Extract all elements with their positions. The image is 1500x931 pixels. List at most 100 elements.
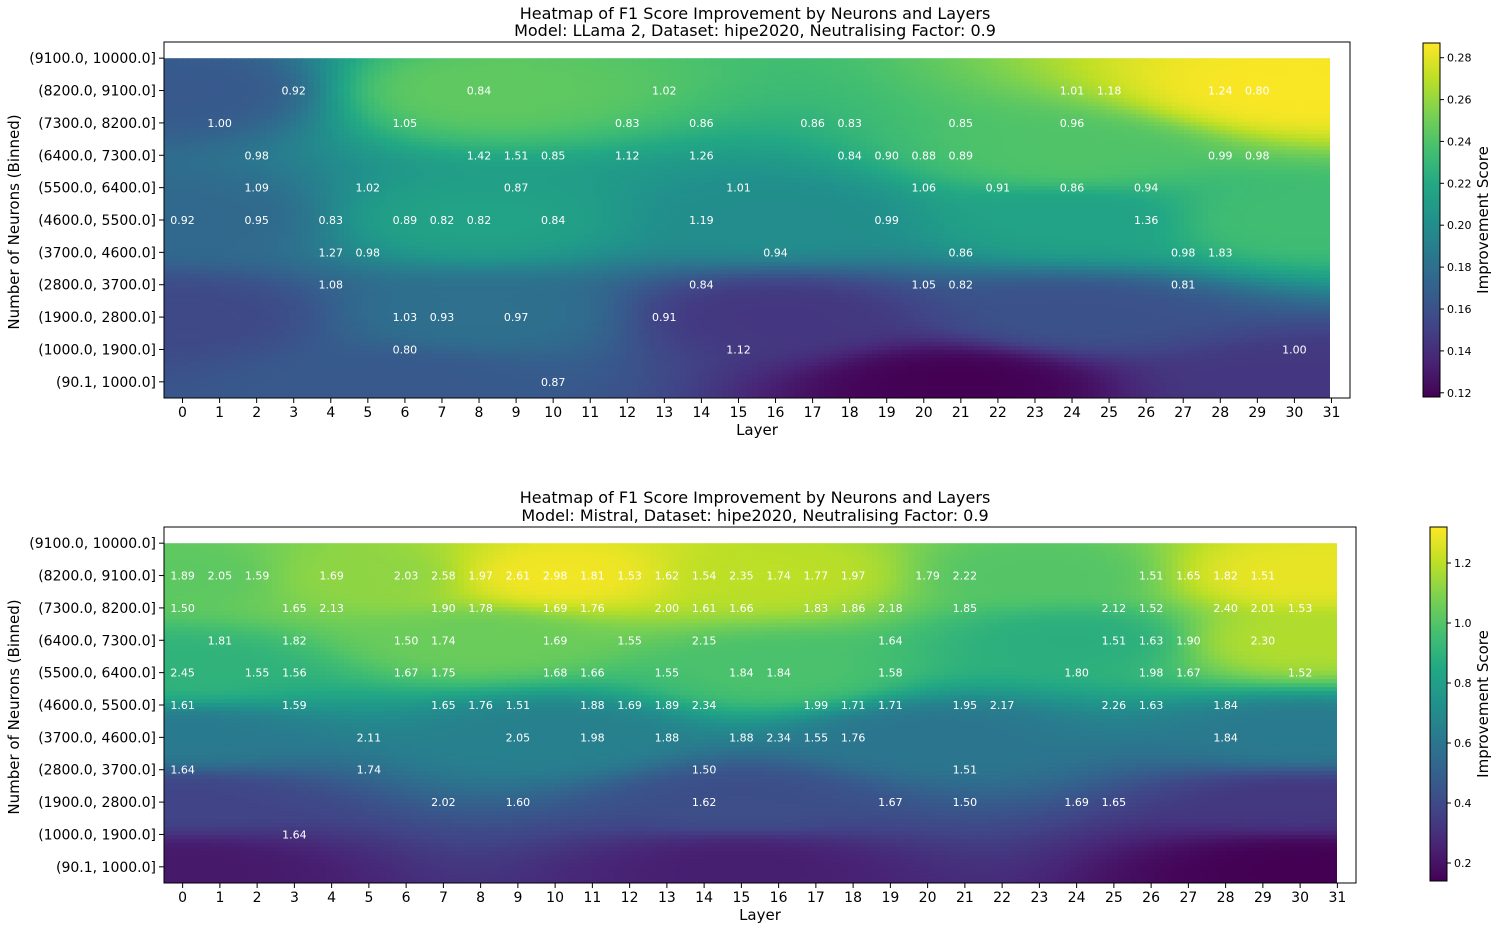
heatmap-cell bbox=[920, 58, 927, 63]
heatmap-cell bbox=[680, 102, 687, 107]
heatmap-cell bbox=[350, 58, 357, 63]
heatmap-cell bbox=[392, 78, 399, 83]
heatmap-cell bbox=[764, 78, 771, 83]
heatmap-cell bbox=[704, 70, 711, 75]
heatmap-cell bbox=[1058, 58, 1065, 63]
heatmap-cell bbox=[434, 86, 441, 91]
heatmap-cell bbox=[392, 106, 399, 111]
heatmap-cell bbox=[644, 58, 651, 63]
heatmap-cell bbox=[920, 114, 927, 119]
heatmap-cell bbox=[746, 98, 753, 103]
heatmap-cell bbox=[1292, 86, 1299, 91]
heatmap-cell bbox=[1058, 74, 1065, 79]
heatmap-cell bbox=[302, 98, 309, 103]
heatmap-cell bbox=[338, 70, 345, 75]
heatmap-cell bbox=[746, 62, 753, 67]
heatmap-cell bbox=[974, 122, 981, 127]
heatmap-cell bbox=[536, 82, 543, 87]
heatmap-cell bbox=[1244, 78, 1251, 83]
heatmap-cell bbox=[608, 82, 615, 87]
heatmap-cell bbox=[1106, 58, 1113, 63]
heatmap-cell bbox=[944, 62, 951, 67]
heatmap-cell bbox=[1160, 122, 1167, 127]
heatmap-cell bbox=[302, 58, 309, 63]
heatmap-cell bbox=[716, 58, 723, 63]
heatmap-cell bbox=[704, 90, 711, 95]
heatmap-cell bbox=[992, 114, 999, 119]
heatmap-cell bbox=[332, 66, 339, 71]
heatmap-cell bbox=[968, 106, 975, 111]
heatmap-cell bbox=[1112, 58, 1119, 63]
heatmap-cell bbox=[638, 86, 645, 91]
heatmap-cell bbox=[1046, 94, 1053, 99]
heatmap-cell bbox=[578, 82, 585, 87]
heatmap-cell bbox=[278, 126, 285, 131]
heatmap-cell bbox=[1088, 110, 1095, 115]
heatmap-cell bbox=[656, 122, 663, 127]
heatmap-cell bbox=[1292, 70, 1299, 75]
heatmap-cell bbox=[632, 58, 639, 63]
heatmap-cell bbox=[686, 106, 693, 111]
heatmap-cell bbox=[626, 94, 633, 99]
heatmap-cell bbox=[332, 74, 339, 79]
heatmap-cell bbox=[1040, 62, 1047, 67]
heatmap-cell bbox=[728, 70, 735, 75]
heatmap-cell bbox=[1124, 110, 1131, 115]
heatmap-cell bbox=[830, 102, 837, 107]
heatmap-cell bbox=[248, 62, 255, 67]
heatmap-cell bbox=[296, 126, 303, 131]
heatmap-cell bbox=[734, 82, 741, 87]
heatmap-cell bbox=[518, 102, 525, 107]
heatmap-cell bbox=[458, 126, 465, 131]
heatmap-cell bbox=[296, 62, 303, 67]
heatmap-cell bbox=[1292, 62, 1299, 67]
heatmap-cell bbox=[1004, 122, 1011, 127]
heatmap-cell bbox=[932, 110, 939, 115]
heatmap-cell bbox=[374, 90, 381, 95]
heatmap-cell bbox=[1184, 122, 1191, 127]
heatmap-cell bbox=[356, 114, 363, 119]
heatmap-cell bbox=[248, 94, 255, 99]
heatmap-cell bbox=[572, 86, 579, 91]
heatmap-cell bbox=[944, 86, 951, 91]
heatmap-cell bbox=[326, 90, 333, 95]
heatmap-cell bbox=[338, 102, 345, 107]
heatmap-cell bbox=[182, 114, 189, 119]
heatmap-cell bbox=[392, 102, 399, 107]
heatmap-cell bbox=[890, 70, 897, 75]
heatmap-cell bbox=[770, 106, 777, 111]
heatmap-cell bbox=[1124, 94, 1131, 99]
heatmap-cell bbox=[368, 126, 375, 131]
heatmap-cell bbox=[854, 58, 861, 63]
heatmap-cell bbox=[1256, 114, 1263, 119]
heatmap-cell bbox=[422, 82, 429, 87]
heatmap-cell bbox=[764, 82, 771, 87]
heatmap-cell bbox=[950, 78, 957, 83]
heatmap-cell bbox=[1160, 62, 1167, 67]
heatmap-cell bbox=[716, 114, 723, 119]
heatmap-cell bbox=[1178, 86, 1185, 91]
heatmap-cell bbox=[1178, 82, 1185, 87]
heatmap-cell bbox=[578, 62, 585, 67]
heatmap-cell bbox=[374, 74, 381, 79]
heatmap-cell bbox=[1328, 102, 1330, 107]
heatmap-cell bbox=[608, 118, 615, 123]
heatmap-cell bbox=[1022, 86, 1029, 91]
heatmap-cell bbox=[380, 62, 387, 67]
heatmap-cell bbox=[278, 122, 285, 127]
heatmap-cell bbox=[1292, 122, 1299, 127]
heatmap-cell bbox=[662, 102, 669, 107]
heatmap-cell bbox=[446, 102, 453, 107]
heatmap-cell bbox=[848, 74, 855, 79]
heatmap-cell bbox=[302, 66, 309, 71]
heatmap-cell bbox=[1028, 106, 1035, 111]
heatmap-cell bbox=[416, 102, 423, 107]
heatmap-cell bbox=[626, 98, 633, 103]
heatmap-cell bbox=[662, 58, 669, 63]
heatmap-cell bbox=[1130, 102, 1137, 107]
heatmap-cell bbox=[386, 70, 393, 75]
heatmap-cell bbox=[878, 70, 885, 75]
heatmap-cell bbox=[356, 82, 363, 87]
heatmap-cell bbox=[458, 82, 465, 87]
heatmap-cell bbox=[1136, 90, 1143, 95]
